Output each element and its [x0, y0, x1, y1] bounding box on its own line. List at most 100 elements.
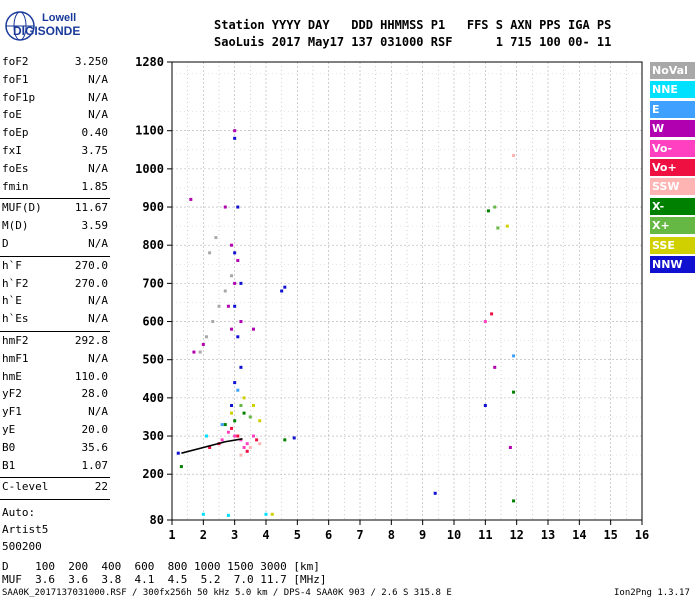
x-tick-label: 5 [294, 528, 301, 542]
data-point-w [493, 365, 497, 369]
data-point-nne [264, 512, 268, 516]
data-point-x- [512, 390, 516, 394]
parameter-value: N/A [88, 294, 108, 308]
parameter-row: yF1 N/A [2, 405, 108, 422]
parameter-row: h`E N/A [2, 294, 108, 311]
data-point-nne [201, 512, 205, 516]
parameter-row: hmE 110.0 [2, 370, 108, 387]
parameter-row: h`F 270.0 [2, 259, 108, 276]
data-point-w [230, 327, 234, 331]
parameter-value: 20.0 [81, 423, 109, 436]
x-tick-label: 1 [168, 528, 175, 542]
globe-icon [5, 11, 35, 41]
data-point-nnw [176, 451, 180, 455]
parameter-name: hmF2 [2, 334, 29, 347]
data-point-vo- [230, 426, 234, 430]
data-point-w [230, 243, 234, 247]
d-distance-row: D 100 200 400 600 800 1000 1500 3000 [km… [2, 560, 320, 573]
parameter-separator [0, 331, 110, 332]
header-row-values: SaoLuis 2017 May17 137 031000 RSF 1 715 … [214, 35, 612, 49]
data-point-w [239, 320, 243, 324]
data-point-x- [179, 465, 183, 469]
parameter-name: foF2 [2, 55, 29, 68]
x-tick-label: 10 [447, 528, 461, 542]
parameter-value: 3.75 [81, 144, 109, 157]
data-point-vo- [208, 445, 212, 449]
y-tick-label: 1280 [135, 55, 164, 69]
parameter-row: fmin 1.85 [2, 180, 108, 197]
parameter-row: B1 1.07 [2, 459, 108, 476]
legend-item-x-: X+ [650, 217, 695, 235]
legend-item-nnw: NNW [650, 256, 695, 273]
parameter-value: N/A [88, 72, 108, 86]
parameter-row: h`F2 270.0 [2, 277, 108, 294]
y-tick-label: 400 [142, 391, 164, 405]
data-point-vo- [245, 449, 249, 453]
parameter-name: B1 [2, 458, 16, 472]
data-point-nnw [239, 281, 243, 285]
data-point-w [508, 445, 512, 449]
data-point-nnw [433, 491, 437, 495]
data-point-w [189, 197, 193, 201]
plot-frame [171, 61, 643, 521]
data-point-sse [251, 404, 255, 407]
parameter-name: M(D) [2, 219, 29, 233]
parameter-separator [0, 198, 110, 200]
parameter-name: h`E [2, 294, 22, 308]
parameter-row: foF2 3.250 [2, 55, 108, 72]
data-point-w [233, 281, 237, 285]
data-point-vo- [245, 442, 249, 446]
parameter-value: N/A [88, 161, 108, 175]
y-tick-label: 700 [142, 276, 164, 290]
parameter-name: fmin [2, 179, 29, 193]
parameter-name: h`F [2, 258, 22, 272]
data-point-x- [248, 415, 252, 419]
data-point-e [512, 354, 516, 358]
parameter-value: 270.0 [74, 258, 108, 272]
parameter-value: 28.0 [81, 387, 109, 401]
parameter-name: h`Es [2, 312, 29, 326]
data-point-vo- [242, 445, 246, 449]
y-tick-label: 1100 [135, 124, 164, 138]
parameter-name: foF1p [2, 90, 36, 104]
footer-version: Ion2Png 1.3.17 [614, 588, 690, 598]
x-tick-label: 9 [419, 528, 426, 542]
x-tick-label: 3 [231, 528, 238, 542]
data-point-w [236, 258, 240, 262]
parameter-value: 110.0 [74, 369, 108, 383]
parameter-row: foF1p N/A [2, 91, 108, 108]
parameter-value: 1.85 [81, 179, 109, 193]
parameter-name: foEp [2, 126, 29, 140]
parameter-name: foEs [2, 161, 29, 175]
x-tick-label: 12 [509, 528, 523, 542]
parameter-row: h`Es N/A [2, 312, 108, 329]
data-point-e [236, 388, 240, 392]
y-tick-label: 300 [142, 429, 164, 443]
parameter-row: B0 35.6 [2, 441, 108, 458]
parameter-value: N/A [88, 351, 108, 365]
data-point-vo- [251, 434, 255, 438]
data-point-w [226, 304, 230, 308]
footer-file-info: SAA0K_2017137031000.RSF / 300fx256h 50 k… [2, 588, 452, 598]
y-tick-label: 1000 [135, 162, 164, 176]
data-point-nnw [233, 381, 237, 385]
logo-lowell: Lowell [42, 12, 77, 24]
parameter-name: hmF1 [2, 351, 29, 365]
legend-item-ssw: SSW [650, 178, 695, 196]
autoscaling-line2: Artist5 [2, 523, 49, 537]
data-point-ssw [248, 445, 252, 449]
header-row-labels: Station YYYY DAY DDD HHMMSS P1 FFS S AXN… [214, 18, 612, 32]
parameter-row: yF2 28.0 [2, 387, 108, 404]
data-point-nne [204, 434, 208, 438]
data-point-x- [223, 423, 227, 427]
legend-item-noval: NoVal [650, 62, 695, 79]
data-point-noval [217, 304, 221, 308]
data-point-nnw [283, 285, 287, 289]
data-point-sse [270, 512, 274, 516]
data-point-nnw [230, 404, 234, 407]
parameter-separator [0, 255, 110, 257]
data-point-nnw [292, 436, 296, 440]
x-tick-label: 4 [262, 528, 269, 542]
data-point-sse [242, 396, 246, 400]
parameter-name: yF1 [2, 405, 22, 419]
